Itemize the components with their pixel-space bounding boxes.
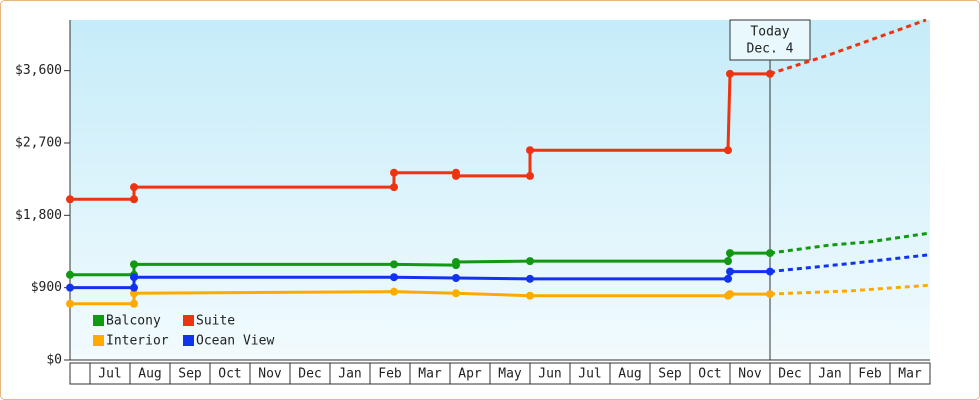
x-tick-label: Feb: [378, 367, 402, 382]
x-tick-label: Jan: [338, 367, 361, 382]
x-category-cell: [69, 362, 91, 385]
plot-area: [70, 20, 930, 360]
x-tick-label: Jul: [98, 367, 121, 382]
legend-label: Interior: [106, 334, 169, 349]
data-point: [390, 168, 398, 177]
data-point: [724, 146, 732, 155]
data-point: [390, 287, 398, 296]
data-point: [66, 299, 74, 308]
x-tick-label: Mar: [898, 367, 922, 382]
data-point: [66, 195, 74, 204]
data-point: [390, 260, 398, 269]
y-tick-label: $1,800: [15, 208, 62, 223]
x-tick-label: Oct: [218, 367, 241, 382]
y-tick-label: $900: [31, 280, 62, 295]
x-tick-label: Nov: [738, 367, 762, 382]
data-point: [526, 291, 534, 300]
today-label: Today: [750, 25, 789, 40]
data-point: [766, 69, 774, 78]
data-point: [526, 274, 534, 283]
data-point: [66, 270, 74, 279]
data-point: [390, 183, 398, 192]
legend-label: Suite: [196, 314, 235, 329]
x-tick-label: Jul: [578, 367, 601, 382]
x-tick-label: Apr: [458, 367, 482, 382]
y-tick-label: $2,700: [15, 135, 62, 150]
x-category-cell: [889, 362, 931, 385]
data-point: [452, 257, 460, 266]
data-point: [526, 146, 534, 155]
data-point: [766, 267, 774, 276]
x-tick-label: Sep: [658, 367, 682, 382]
data-point: [452, 289, 460, 298]
y-tick-label: $3,600: [15, 63, 62, 78]
data-point: [452, 171, 460, 180]
data-point: [526, 171, 534, 180]
x-tick-label: Feb: [858, 367, 882, 382]
x-tick-label: Jun: [538, 367, 561, 382]
forecast-line: [769, 18, 927, 76]
x-tick-label: Oct: [698, 367, 721, 382]
legend-swatch: [183, 335, 194, 346]
legend-swatch: [93, 315, 104, 326]
legend-swatch: [93, 335, 104, 346]
data-point: [726, 249, 734, 258]
x-tick-label: Mar: [418, 367, 442, 382]
y-tick-label: $0: [46, 353, 62, 368]
today-box: [729, 19, 811, 61]
data-point: [130, 273, 138, 282]
data-point: [130, 260, 138, 269]
legend-swatch: [183, 315, 194, 326]
today-label: Dec. 4: [747, 42, 794, 57]
legend-label: Ocean View: [196, 334, 274, 349]
data-point: [452, 274, 460, 283]
x-tick-label: Dec: [298, 367, 321, 382]
data-point: [130, 299, 138, 308]
legend-label: Balcony: [106, 314, 161, 329]
data-point: [526, 257, 534, 266]
forecast-line: [769, 231, 931, 255]
x-tick-label: Aug: [138, 367, 161, 382]
x-tick-label: Sep: [178, 367, 202, 382]
x-tick-label: Dec: [778, 367, 801, 382]
data-point: [766, 290, 774, 299]
data-point: [130, 183, 138, 192]
x-tick-label: Nov: [258, 367, 282, 382]
data-point: [130, 283, 138, 292]
data-point: [726, 290, 734, 299]
data-point: [724, 274, 732, 283]
data-point: [724, 257, 732, 266]
x-tick-label: Jan: [818, 367, 841, 382]
data-point: [130, 289, 138, 298]
data-point: [390, 273, 398, 282]
data-point: [726, 69, 734, 78]
data-point: [66, 283, 74, 292]
data-point: [130, 195, 138, 204]
data-point: [766, 249, 774, 258]
x-tick-label: Aug: [618, 367, 641, 382]
data-point: [726, 267, 734, 276]
x-tick-label: May: [498, 367, 522, 382]
